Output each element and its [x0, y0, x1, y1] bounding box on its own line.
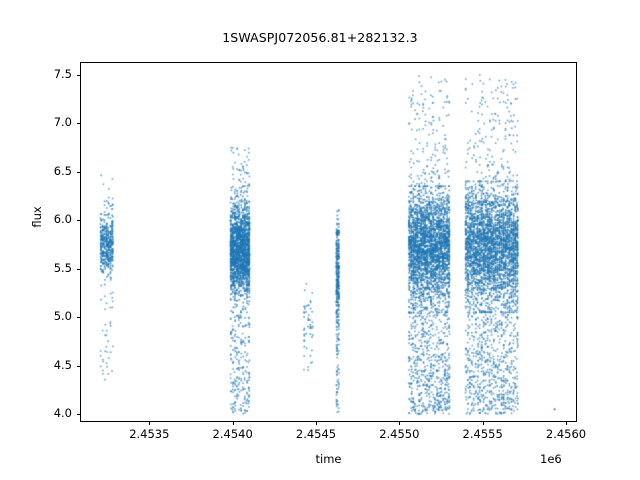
y-axis-label: flux [30, 206, 44, 228]
y-tick-label: 4.5 [53, 357, 72, 372]
y-tick-mark [76, 414, 80, 415]
y-tick-label: 4.0 [53, 406, 72, 421]
y-tick-mark [76, 366, 80, 367]
y-tick-label: 7.0 [53, 115, 72, 130]
y-tick-mark [76, 269, 80, 270]
y-tick-mark [76, 123, 80, 124]
y-tick-label: 5.0 [53, 309, 72, 324]
scatter-points-canvas [81, 63, 576, 421]
plot-axes [80, 62, 577, 422]
x-tick-mark [483, 421, 484, 425]
x-tick-mark [149, 421, 150, 425]
y-tick-mark [76, 317, 80, 318]
x-tick-label: 2.4550 [379, 427, 420, 441]
y-tick-label: 6.0 [53, 212, 72, 227]
y-tick-mark [76, 220, 80, 221]
y-tick-mark [76, 172, 80, 173]
x-tick-mark [316, 421, 317, 425]
x-tick-label: 2.4535 [129, 427, 170, 441]
x-tick-label: 2.4545 [295, 427, 337, 441]
x-tick-label: 2.4540 [212, 427, 253, 441]
y-tick-mark [76, 75, 80, 76]
chart-title: 1SWASPJ072056.81+282132.3 [222, 30, 418, 45]
x-axis-label: time [315, 452, 342, 466]
x-tick-mark [399, 421, 400, 425]
y-tick-label: 5.5 [53, 260, 72, 275]
x-tick-mark [566, 421, 567, 425]
x-axis-offset-label: 1e6 [540, 452, 562, 466]
y-tick-label: 7.5 [53, 66, 72, 81]
x-tick-label: 2.4560 [545, 427, 587, 441]
x-tick-label: 2.4555 [462, 427, 503, 441]
x-tick-mark [233, 421, 234, 425]
y-tick-label: 6.5 [53, 163, 72, 178]
